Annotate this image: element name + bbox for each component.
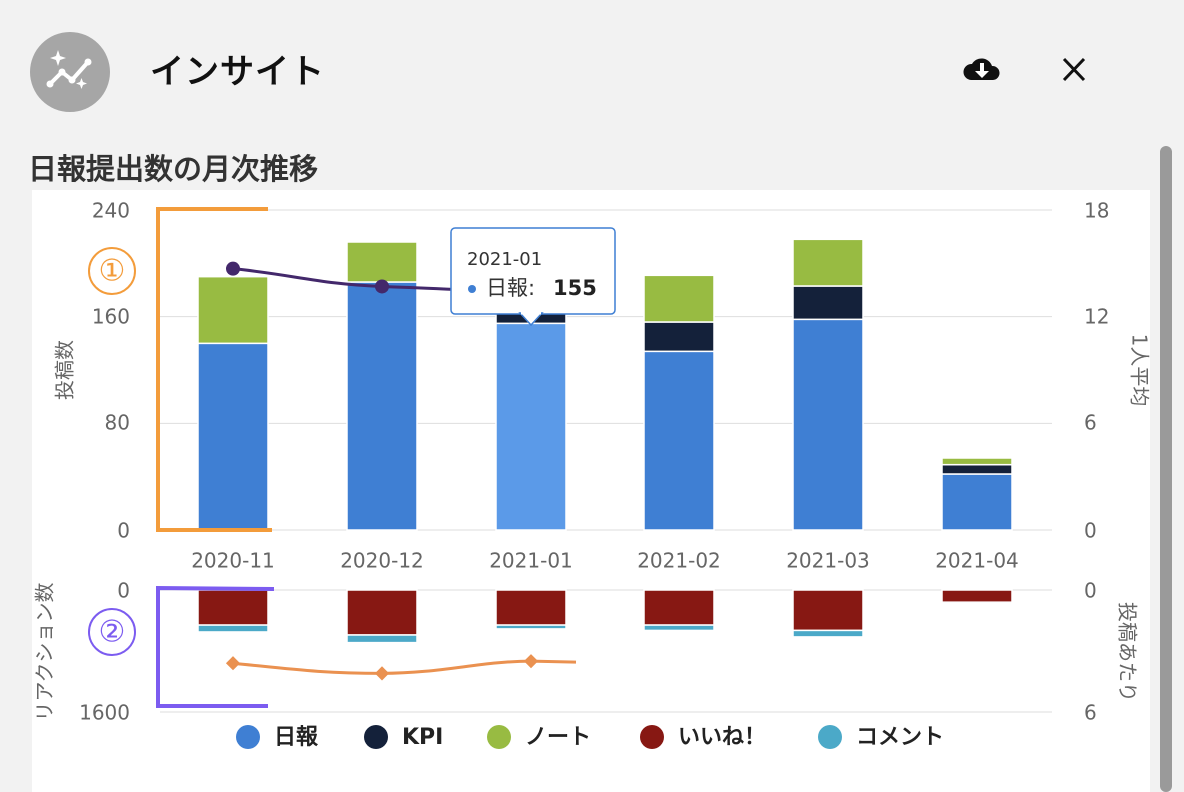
bar-KPI-2021-04 xyxy=(941,463,1013,475)
x-tick-label: 2020-12 xyxy=(340,549,424,573)
annotation-circle-1 xyxy=(88,247,136,295)
bar-コメント-2020-12 xyxy=(346,634,418,644)
bar-いいね！-2020-11 xyxy=(197,589,269,626)
legend-label: いいね！ xyxy=(678,725,766,750)
page-title: インサイト xyxy=(150,52,325,92)
annotation-marker-1: ① xyxy=(99,254,126,289)
close-button[interactable] xyxy=(1052,50,1096,90)
annotation-bracket-1 xyxy=(156,207,272,532)
tooltip-series-label: 日報: xyxy=(486,276,535,300)
download-button[interactable] xyxy=(960,50,1004,90)
scrollbar[interactable] xyxy=(1160,146,1172,792)
y-tick-label: 1600 xyxy=(79,701,130,725)
y-axis-title: 投稿数 xyxy=(53,340,77,400)
x-tick-label: 2021-01 xyxy=(489,549,573,573)
y2-axis-title: 投稿あたり xyxy=(1116,602,1140,702)
y-tick-label: 240 xyxy=(92,199,130,223)
cloud-download-icon xyxy=(963,58,1000,80)
header: インサイト xyxy=(0,0,1184,130)
legend-marker-4 xyxy=(818,725,842,749)
legend-label: 日報 xyxy=(274,724,319,750)
legend-marker-1 xyxy=(364,725,388,749)
x-tick-label: 2021-04 xyxy=(935,549,1019,573)
y-tick-label: 0 xyxy=(117,519,130,543)
x-tick-label: 2021-03 xyxy=(786,549,870,573)
y-axis-title: リアクション数 xyxy=(33,583,57,722)
legend-label: コメント xyxy=(856,725,944,750)
insight-avatar xyxy=(30,32,110,112)
legend-marker-2 xyxy=(487,725,511,749)
y-tick-label: 0 xyxy=(117,579,130,603)
bar-コメント-2021-04 xyxy=(941,601,1013,605)
tooltip-value: 155 xyxy=(553,276,597,300)
bar-日報-2020-11 xyxy=(197,342,269,531)
bar-ノート-2020-12 xyxy=(346,241,418,283)
bar-KPI-2021-02 xyxy=(643,321,715,353)
y-tick-label: 80 xyxy=(105,411,130,435)
bar-ノート-2021-03 xyxy=(792,238,864,287)
bar-いいね！-2021-02 xyxy=(643,589,715,626)
legend-label: KPI xyxy=(402,725,443,750)
average-point xyxy=(375,279,389,294)
legend-marker-0 xyxy=(236,725,260,749)
bar-日報-2021-02 xyxy=(643,350,715,531)
insight-sparkle-chart-icon xyxy=(46,50,92,89)
annotation-bracket-2 xyxy=(156,585,275,708)
reaction-point xyxy=(225,656,241,671)
bar-コメント-2021-02 xyxy=(643,624,715,632)
y2-tick-label: 0 xyxy=(1084,579,1097,603)
legend-label: ノート xyxy=(525,725,591,750)
legend-marker-3 xyxy=(640,725,664,749)
y2-tick-label: 6 xyxy=(1084,411,1097,435)
bar-日報-2021-03 xyxy=(792,318,864,531)
tooltip-series-dot xyxy=(468,285,476,293)
bar-ノート-2020-11 xyxy=(197,275,269,345)
bar-ノート-2021-02 xyxy=(643,274,715,323)
bar-日報-2020-12 xyxy=(346,281,418,531)
bar-コメント-2021-01 xyxy=(495,624,567,630)
y2-tick-label: 18 xyxy=(1084,199,1109,223)
bar-いいね！-2021-01 xyxy=(495,589,567,626)
bar-日報-2021-01 xyxy=(495,322,567,531)
bar-いいね！-2020-12 xyxy=(346,589,418,636)
y2-tick-label: 0 xyxy=(1084,519,1097,543)
reaction-point xyxy=(523,654,539,669)
bar-ノート-2021-04 xyxy=(941,457,1013,466)
y2-tick-label: 6 xyxy=(1084,701,1097,725)
average-point xyxy=(226,261,240,276)
bar-コメント-2020-11 xyxy=(197,624,269,633)
y2-tick-label: 12 xyxy=(1084,305,1109,329)
tooltip-category: 2021-01 xyxy=(467,249,542,270)
bar-日報-2021-04 xyxy=(941,473,1013,531)
y-tick-label: 160 xyxy=(92,305,130,329)
reaction-point xyxy=(374,666,390,681)
section-title: 日報提出数の月次推移 xyxy=(28,152,319,186)
bar-KPI-2021-03 xyxy=(792,285,864,321)
x-tick-label: 2020-11 xyxy=(191,549,275,573)
annotation-marker-2: ② xyxy=(99,615,126,650)
bar-コメント-2021-03 xyxy=(792,629,864,638)
y2-axis-title: 1人平均 xyxy=(1128,334,1152,407)
reaction-line xyxy=(232,659,577,675)
close-icon xyxy=(1062,57,1086,82)
bar-いいね！-2021-04 xyxy=(941,589,1013,603)
tooltip-box xyxy=(450,227,616,315)
bar-いいね！-2021-03 xyxy=(792,589,864,632)
x-tick-label: 2021-02 xyxy=(637,549,721,573)
annotation-circle-2 xyxy=(88,608,136,656)
